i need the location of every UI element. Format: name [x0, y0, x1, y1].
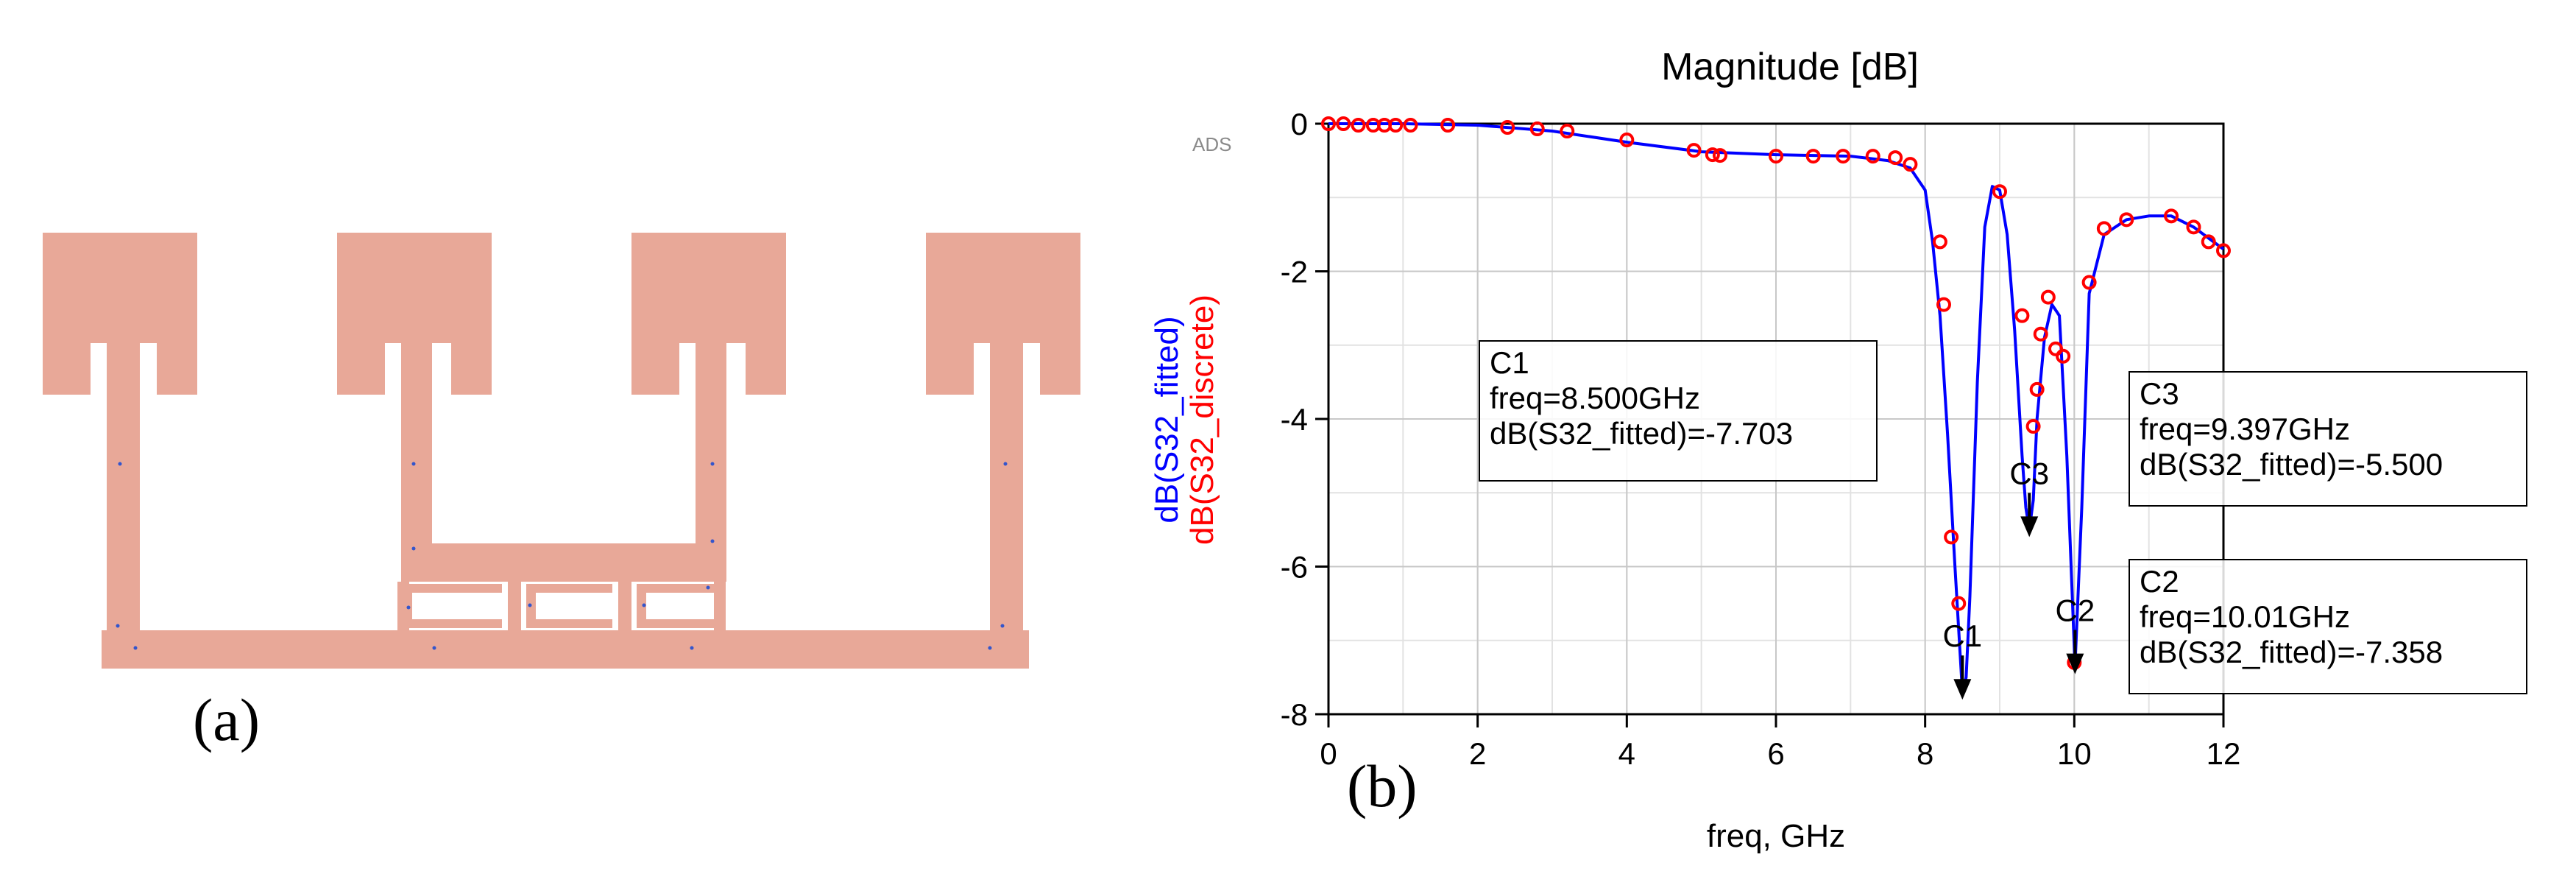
y-axis-labels: dB(S32_fitted) dB(S32_discrete): [1149, 295, 1220, 545]
data-point-discrete: [1529, 121, 1545, 137]
data-point-discrete: [2096, 221, 2112, 236]
y-tick-label: -6: [1281, 550, 1308, 585]
y-tick-label: 0: [1291, 107, 1308, 141]
data-point-discrete: [1944, 529, 1959, 545]
readout-line: freq=9.397GHz: [2140, 412, 2350, 446]
port-dots: [116, 462, 1008, 650]
marker-arrows: C1 C3 C2: [1942, 456, 2095, 700]
x-tick-label: 2: [1469, 736, 1486, 771]
readout-line: C1: [1490, 345, 1529, 380]
data-point-discrete: [1932, 234, 1947, 250]
readout-line: dB(S32_fitted)=-7.358: [2140, 635, 2443, 669]
readout-box: [2129, 371, 2527, 507]
readout-line: freq=8.500GHz: [1490, 381, 1700, 415]
marker-readouts: C1freq=8.500GHzdB(S32_fitted)=-7.703C3fr…: [1479, 340, 2527, 694]
data-point-discrete: [1500, 120, 1515, 135]
feed-network: [102, 343, 1029, 669]
data-point-discrete: [1619, 133, 1635, 148]
data-point-discrete: [1951, 596, 1967, 611]
data-point-discrete: [1705, 147, 1720, 163]
x-tick-label: 0: [1320, 736, 1337, 771]
data-point-discrete: [1336, 116, 1351, 131]
data-point-discrete: [2048, 341, 2063, 356]
marker-label-c2: C2: [2055, 593, 2095, 628]
y-tick-labels: 0 -2 -4 -6 -8: [1281, 107, 1308, 732]
data-point-discrete: [2216, 243, 2231, 258]
x-tick-label: 10: [2057, 736, 2092, 771]
patch-pad-4: [926, 233, 1080, 395]
data-point-discrete: [1992, 184, 2007, 200]
readout-line: dB(S32_fitted)=-5.500: [2140, 447, 2443, 482]
chart-title: Magnitude [dB]: [1661, 46, 1919, 88]
ads-watermark: ADS: [1192, 133, 1231, 155]
readout-line: dB(S32_fitted)=-7.703: [1490, 416, 1793, 451]
data-point-discrete: [1560, 124, 1575, 139]
y-tick-label: -8: [1281, 697, 1308, 732]
data-point-discrete: [1888, 150, 1903, 166]
data-point-discrete: [2029, 381, 2045, 397]
readout-line: freq=10.01GHz: [2140, 599, 2350, 634]
data-point-discrete: [1321, 116, 1336, 131]
data-point-discrete: [2040, 289, 2056, 305]
panel-a-label: (a): [193, 686, 260, 753]
data-point-discrete: [1713, 148, 1727, 163]
data-point-discrete: [2033, 326, 2048, 342]
marker-arrowhead-c1: [1953, 679, 1972, 700]
y-label-discrete: dB(S32_discrete): [1184, 295, 1220, 545]
data-point-discrete: [1805, 149, 1821, 164]
x-axis-label: freq, GHz: [1707, 818, 1845, 854]
data-point-discrete: [1769, 149, 1783, 164]
data-point-discrete: [1686, 143, 1702, 158]
y-label-fitted: dB(S32_fitted): [1149, 316, 1185, 523]
data-point-discrete: [1836, 149, 1851, 164]
series-line-fitted: [1328, 122, 2225, 694]
data-point-discrete: [1351, 118, 1366, 133]
data-point-discrete: [2164, 208, 2179, 224]
data-point-discrete: [2014, 308, 2030, 323]
panel-b-label: (b): [1347, 753, 1418, 820]
x-tick-label: 8: [1917, 736, 1933, 771]
patch-pad-3: [631, 233, 786, 395]
data-point-discrete: [2119, 212, 2134, 228]
patch-pad-1: [43, 233, 197, 395]
data-point-discrete: [1403, 118, 1418, 133]
s32-chart: Magnitude [dB] ADS 0 -2 -4 -6 -8 0 2 4 6 8 10 12 f…: [1149, 46, 2527, 854]
readout-box: [1479, 340, 1878, 482]
y-tick-label: -4: [1281, 402, 1308, 437]
readout-box: [2129, 559, 2527, 694]
data-point-discrete: [2081, 275, 2097, 290]
data-point-discrete: [2201, 234, 2216, 250]
marker-label-c1: C1: [1942, 619, 1982, 653]
x-tick-labels: 0 2 4 6 8 10 12: [1320, 736, 2240, 771]
patch-pad-2: [337, 233, 492, 395]
data-point-discrete: [1865, 149, 1880, 164]
data-point-discrete: [1440, 118, 1456, 133]
data-point-discrete: [2186, 219, 2201, 235]
marker-arrowhead-c2: [2066, 653, 2084, 674]
readout-line: C3: [2140, 376, 2179, 411]
x-tick-label: 6: [1767, 736, 1784, 771]
data-point-discrete: [1903, 157, 1918, 172]
marker-label-c3: C3: [2009, 456, 2049, 490]
data-point-discrete: [1936, 297, 1951, 312]
series-layer: [1321, 116, 2231, 694]
x-tick-label: 12: [2207, 736, 2241, 771]
readout-line: C2: [2140, 564, 2179, 599]
microstrip-layout: [43, 233, 1080, 669]
data-point-discrete: [2056, 348, 2071, 364]
coupled-resonators: [401, 584, 714, 628]
y-tick-label: -2: [1281, 255, 1308, 289]
data-point-discrete: [1388, 118, 1404, 133]
data-point-discrete: [2025, 419, 2041, 434]
marker-arrowhead-c3: [2020, 516, 2039, 538]
x-tick-label: 4: [1618, 736, 1635, 771]
